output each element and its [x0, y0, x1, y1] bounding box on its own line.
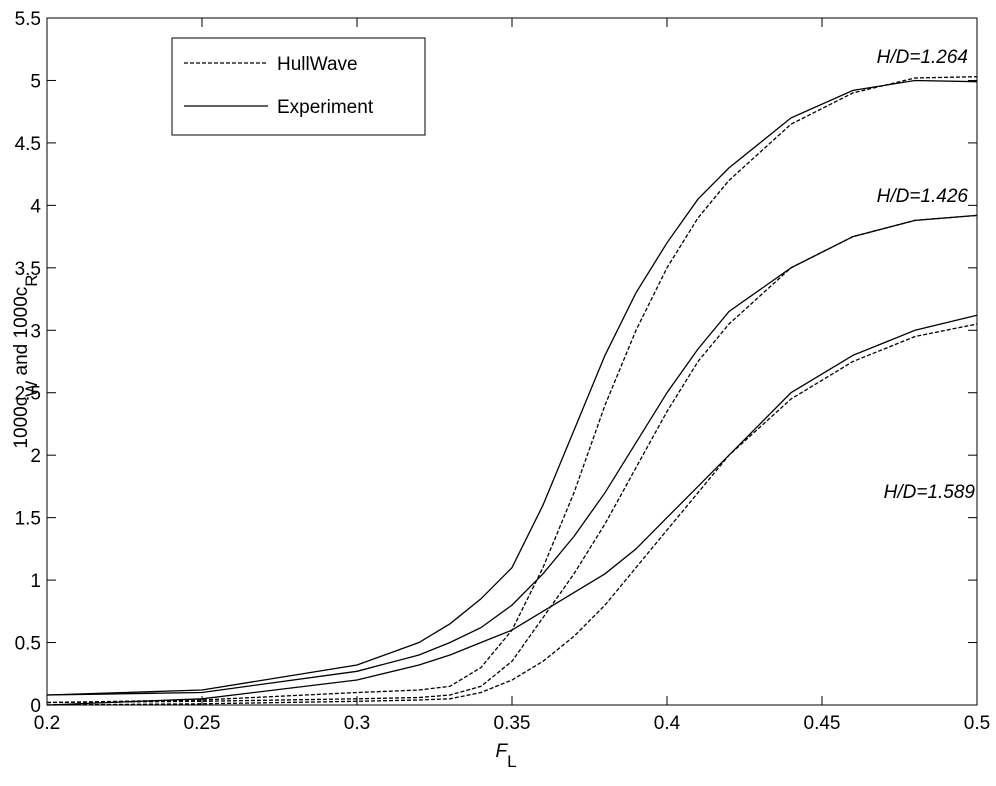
- legend: HullWave Experiment: [171, 37, 426, 136]
- y-axis-label: 1000cW and 1000cR: [11, 274, 41, 448]
- line-series: [46, 76, 978, 704]
- y-tick-label: 4: [30, 196, 41, 217]
- x-tick-label: 0.4: [654, 713, 681, 734]
- y-axis-label-part: and 1000c: [11, 287, 32, 381]
- x-tick-label: 0.2: [34, 713, 60, 734]
- annotation: H/D=1.426: [877, 186, 969, 207]
- annotation: H/D=1.589: [884, 482, 976, 503]
- x-axis-label-part: F: [495, 741, 508, 762]
- y-tick-label: 2: [30, 446, 41, 467]
- line-series: [46, 79, 978, 696]
- y-tick-label: 5.5: [15, 9, 41, 30]
- legend-label: HullWave: [277, 54, 358, 75]
- line-series: [46, 323, 978, 706]
- y-tick-label: 1: [30, 571, 41, 592]
- x-tick-label: 0.3: [344, 713, 370, 734]
- y-tick-label: 1.5: [15, 509, 41, 530]
- y-axis-label-part: R: [22, 274, 41, 286]
- y-axis-label-part: 1000c: [11, 397, 32, 449]
- y-tick-label: 2.5: [15, 384, 41, 405]
- x-axis-label: FL: [495, 741, 516, 771]
- y-tick-label: 0.5: [15, 634, 41, 655]
- legend-label: Experiment: [277, 97, 374, 118]
- y-tick-label: 0: [30, 696, 41, 717]
- annotation: H/D=1.264: [877, 47, 968, 68]
- x-axis-label-part: L: [507, 752, 516, 771]
- x-tick-label: 0.25: [184, 713, 221, 734]
- y-tick-label: 5: [30, 71, 41, 92]
- legend-box: [171, 37, 426, 136]
- line-series: [46, 314, 978, 706]
- y-tick-label: 4.5: [15, 134, 41, 155]
- x-tick-label: 0.45: [804, 713, 841, 734]
- y-tick-label: 3.5: [15, 259, 41, 280]
- x-tick-label: 0.35: [494, 713, 531, 734]
- x-tick-label: 0.5: [964, 713, 990, 734]
- y-tick-label: 3: [30, 321, 41, 342]
- y-axis-label-part: W: [22, 381, 41, 397]
- line-series: [46, 214, 978, 696]
